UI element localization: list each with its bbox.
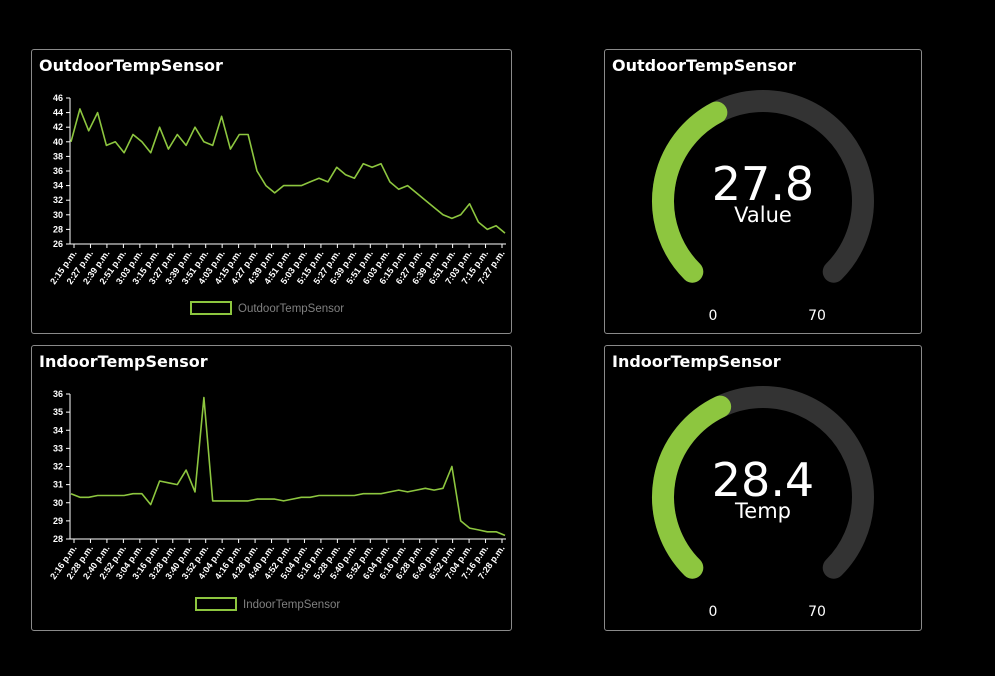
y-tick-label: 36 xyxy=(53,166,63,176)
indoor-chart-title: IndoorTempSensor xyxy=(39,352,208,371)
series-line xyxy=(70,396,506,537)
y-tick-label: 44 xyxy=(53,108,63,118)
series-line xyxy=(70,108,506,234)
indoor-gauge: 28.4 Temp 0 70 xyxy=(652,386,874,620)
indoor-gauge-panel: IndoorTempSensor 28.4 Temp 0 70 xyxy=(604,345,922,631)
indoor-chart-panel: IndoorTempSensor 36 35 34 33 32 31 30 29 28 2:16 … xyxy=(31,345,512,631)
gauge-fill xyxy=(652,395,732,579)
legend-label[interactable]: OutdoorTempSensor xyxy=(238,303,344,315)
legend-swatch[interactable] xyxy=(195,597,237,611)
y-tick-label: 30 xyxy=(53,210,63,220)
y-tick-label: 32 xyxy=(53,195,63,205)
y-tick-label: 46 xyxy=(53,93,63,103)
y-tick-label: 32 xyxy=(53,462,63,472)
outdoor-gauge-title: OutdoorTempSensor xyxy=(612,56,796,75)
gauge-max-label: 70 xyxy=(808,604,826,620)
legend-swatch[interactable] xyxy=(190,301,232,315)
gauge-max-label: 70 xyxy=(808,308,826,324)
y-tick-label: 29 xyxy=(53,516,63,526)
gauge-label: Temp xyxy=(734,499,791,523)
gauge-min-label: 0 xyxy=(709,604,718,620)
y-tick-label: 28 xyxy=(53,534,63,544)
y-tick-label: 34 xyxy=(53,181,63,191)
indoor-gauge-title: IndoorTempSensor xyxy=(612,352,781,371)
gauge-value: 28.4 xyxy=(712,453,814,507)
y-tick-label: 40 xyxy=(53,137,63,147)
outdoor-gauge: 27.8 Value 0 70 xyxy=(652,90,874,324)
y-tick-label: 36 xyxy=(53,389,63,399)
y-tick-label: 31 xyxy=(53,480,63,490)
gauge-fill xyxy=(652,101,728,283)
gauge-min-label: 0 xyxy=(709,308,718,324)
y-tick-label: 30 xyxy=(53,498,63,508)
y-tick-label: 42 xyxy=(53,122,63,132)
legend-label[interactable]: IndoorTempSensor xyxy=(243,599,340,611)
outdoor-chart-title: OutdoorTempSensor xyxy=(39,56,223,75)
y-tick-label: 33 xyxy=(53,443,63,453)
gauge-label: Value xyxy=(734,203,792,227)
outdoor-gauge-panel: OutdoorTempSensor 27.8 Value 0 70 xyxy=(604,49,922,334)
y-tick-label: 26 xyxy=(53,239,63,249)
y-tick-label: 34 xyxy=(53,425,63,435)
y-tick-label: 35 xyxy=(53,407,63,417)
gauge-value: 27.8 xyxy=(712,157,814,211)
y-tick-label: 38 xyxy=(53,151,63,161)
y-tick-label: 28 xyxy=(53,224,63,234)
outdoor-chart-panel: OutdoorTempSensor 46 44 42 40 38 36 34 32 30 28 26… xyxy=(31,49,512,334)
